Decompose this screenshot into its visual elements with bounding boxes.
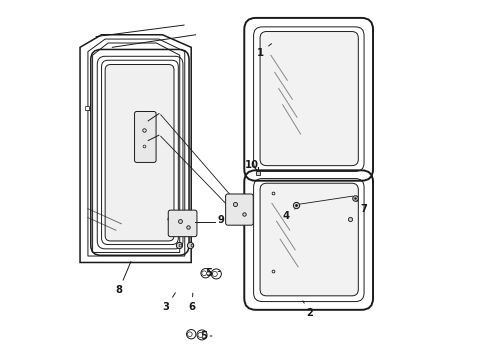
Text: 2: 2 xyxy=(303,301,313,318)
Text: 1: 1 xyxy=(256,44,271,58)
Text: 6: 6 xyxy=(189,293,196,312)
FancyBboxPatch shape xyxy=(260,183,358,296)
Text: 3: 3 xyxy=(163,293,175,312)
FancyBboxPatch shape xyxy=(260,32,358,166)
FancyBboxPatch shape xyxy=(168,210,197,237)
FancyBboxPatch shape xyxy=(105,64,174,241)
Polygon shape xyxy=(80,35,191,262)
Text: 10: 10 xyxy=(245,160,259,170)
Text: 8: 8 xyxy=(115,261,131,296)
Text: 5: 5 xyxy=(200,331,212,341)
Text: 5: 5 xyxy=(206,267,220,278)
FancyBboxPatch shape xyxy=(135,112,156,162)
Text: 4: 4 xyxy=(166,215,181,224)
FancyBboxPatch shape xyxy=(225,194,253,225)
Text: 4: 4 xyxy=(283,209,295,221)
Text: 7: 7 xyxy=(355,200,367,214)
Text: 9: 9 xyxy=(217,215,232,225)
